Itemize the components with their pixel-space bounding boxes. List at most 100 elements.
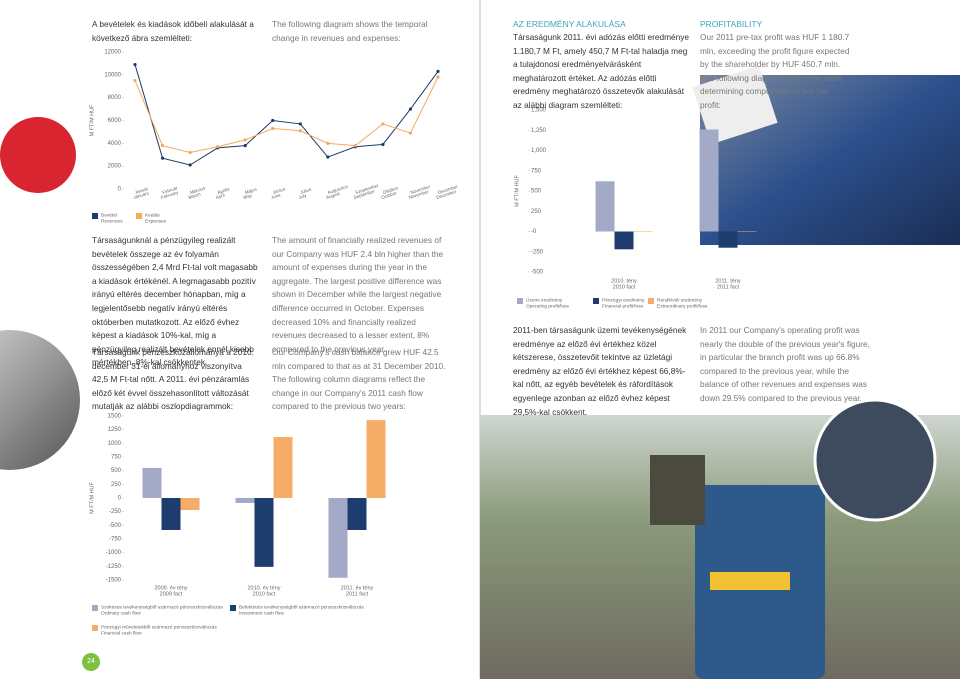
- x-tick-label: 2011. tény: [715, 278, 741, 284]
- legend-label: Befektetési tevékenységből származó pénz…: [239, 604, 364, 610]
- x-tick-label: Június: [272, 186, 287, 195]
- legend-swatch: [92, 605, 98, 611]
- x-tick-label-en: July: [298, 193, 308, 200]
- x-tick-label-en: April: [215, 193, 225, 201]
- photo-tag: [692, 65, 778, 145]
- y-tick-label: -250: [531, 249, 544, 255]
- legend-label-en: Financial profit/loss: [602, 303, 644, 309]
- y-tick-label: 750: [531, 168, 542, 174]
- profit-text-en: Our 2011 pre-tax profit was HUF 1 180.7 …: [700, 32, 850, 110]
- y-tick-label: 1,250: [531, 128, 547, 134]
- point: [353, 144, 357, 148]
- y-tick-label: 500: [531, 189, 542, 195]
- point: [381, 142, 385, 147]
- point: [326, 155, 330, 159]
- x-tick-label-en: March: [188, 191, 202, 200]
- x-tick-label-en: November: [408, 189, 430, 200]
- legend-swatch: [92, 625, 98, 631]
- page-number: 24: [87, 658, 95, 665]
- point: [160, 144, 165, 148]
- legend-label: Rendkívüli eredmény: [657, 297, 703, 303]
- y-tick-label: 0: [118, 496, 122, 502]
- bar: [161, 498, 181, 530]
- bar: [633, 231, 653, 232]
- y-axis-label: M FT/M HUF: [514, 174, 520, 206]
- legend-swatch: [593, 298, 599, 304]
- legend-swatch: [230, 605, 236, 611]
- x-tick-label: Augusztus: [327, 184, 349, 195]
- bar: [614, 231, 634, 250]
- photo-loco-stripe: [710, 572, 790, 590]
- legend-label-en: Extraordinary profit/loss: [657, 303, 708, 309]
- y-tick-label: 250: [531, 209, 542, 215]
- bar: [328, 498, 348, 578]
- cash-text-hu: Társaságunk pénzeszközállománya a 2010. …: [92, 347, 254, 412]
- x-tick-label: December: [437, 184, 459, 195]
- x-tick-label: Július: [299, 187, 312, 196]
- point: [271, 118, 275, 123]
- y-axis-label: M FT/M HUF: [89, 104, 95, 136]
- x-tick-label: Október: [382, 185, 399, 195]
- y-tick-label: 10000: [104, 72, 121, 78]
- legend-label-en: Revenues: [101, 218, 123, 224]
- point: [160, 156, 165, 160]
- point: [408, 107, 413, 111]
- legend-label-en: Investment cash flow: [239, 610, 284, 616]
- y-tick-label: 750: [111, 455, 122, 461]
- y-tick-label: 1500: [108, 414, 122, 420]
- legend-label-en: Financial cash flow: [101, 630, 142, 636]
- point: [436, 75, 440, 79]
- revenue-text-en: The amount of financially realized reven…: [272, 235, 444, 354]
- y-tick-label: 0: [118, 187, 122, 193]
- legend-label: Kiadás: [145, 212, 160, 218]
- series-line: [134, 64, 439, 166]
- x-tick-label: 2010. év tény: [247, 585, 280, 591]
- y-tick-label: 250: [111, 482, 122, 488]
- y-tick-label: -1000: [106, 550, 122, 556]
- legend-swatch: [136, 213, 142, 219]
- profit-text-hu: Társaságunk 2011. évi adózás előtti ered…: [513, 32, 690, 110]
- y-tick-label: -250: [109, 509, 122, 515]
- point: [271, 126, 275, 131]
- intro-hu: A bevételek és kiadások időbeli alakulás…: [92, 19, 254, 43]
- bar: [366, 420, 386, 498]
- legend-label: Bevétel: [101, 212, 117, 218]
- y-tick-label: -500: [109, 523, 122, 529]
- bar: [718, 231, 738, 248]
- y-tick-label: 12000: [104, 50, 121, 56]
- cash-text-en: Our Company's cash balance grew HUF 42.5…: [272, 347, 446, 412]
- bar: [737, 231, 757, 232]
- point: [243, 144, 247, 148]
- y-tick-label: -750: [109, 537, 122, 543]
- point: [298, 122, 302, 126]
- y-tick-label: 8000: [108, 95, 122, 101]
- y-tick-label: 6000: [108, 118, 122, 124]
- legend-swatch: [648, 298, 654, 304]
- legend-label: Pénzügyi műveletekből származó pénzeszkö…: [101, 624, 217, 630]
- legend-swatch: [517, 298, 523, 304]
- y-tick-label: 1,000: [531, 148, 547, 154]
- bar: [273, 437, 293, 498]
- page-number-badge: [82, 653, 100, 671]
- intro-en: The following diagram shows the temporal…: [272, 19, 428, 43]
- point: [188, 163, 192, 167]
- x-tick-label-en: September: [353, 188, 376, 200]
- section-title-en: PROFITABILITY: [700, 19, 763, 29]
- x-tick-label-en: June: [270, 192, 281, 200]
- x-tick-label: 2010. tény: [611, 278, 637, 284]
- point: [133, 62, 137, 67]
- point: [298, 129, 302, 133]
- x-tick-label-en: 2011 fact: [346, 591, 369, 597]
- section-title-hu: AZ EREDMÉNY ALAKULÁSA: [513, 19, 626, 29]
- x-tick-label-en: 2010 fact: [613, 284, 636, 290]
- revenue-text-hu: Társaságunknál a pénzügyileg realizált b…: [92, 235, 258, 368]
- x-tick-label-en: August: [325, 191, 341, 200]
- x-tick-label: 2011. év tény: [341, 585, 374, 591]
- legend-label-en: Ordinary cash flow: [101, 610, 141, 616]
- legend-label: Szokásos tevékenységből származó pénzesz…: [101, 604, 223, 610]
- operating-text-en: In 2011 our Company's operating profit w…: [700, 325, 870, 403]
- y-axis-label: M FT/M HUF: [89, 481, 95, 513]
- legend-swatch: [92, 213, 98, 219]
- y-tick-label: 1000: [108, 441, 122, 447]
